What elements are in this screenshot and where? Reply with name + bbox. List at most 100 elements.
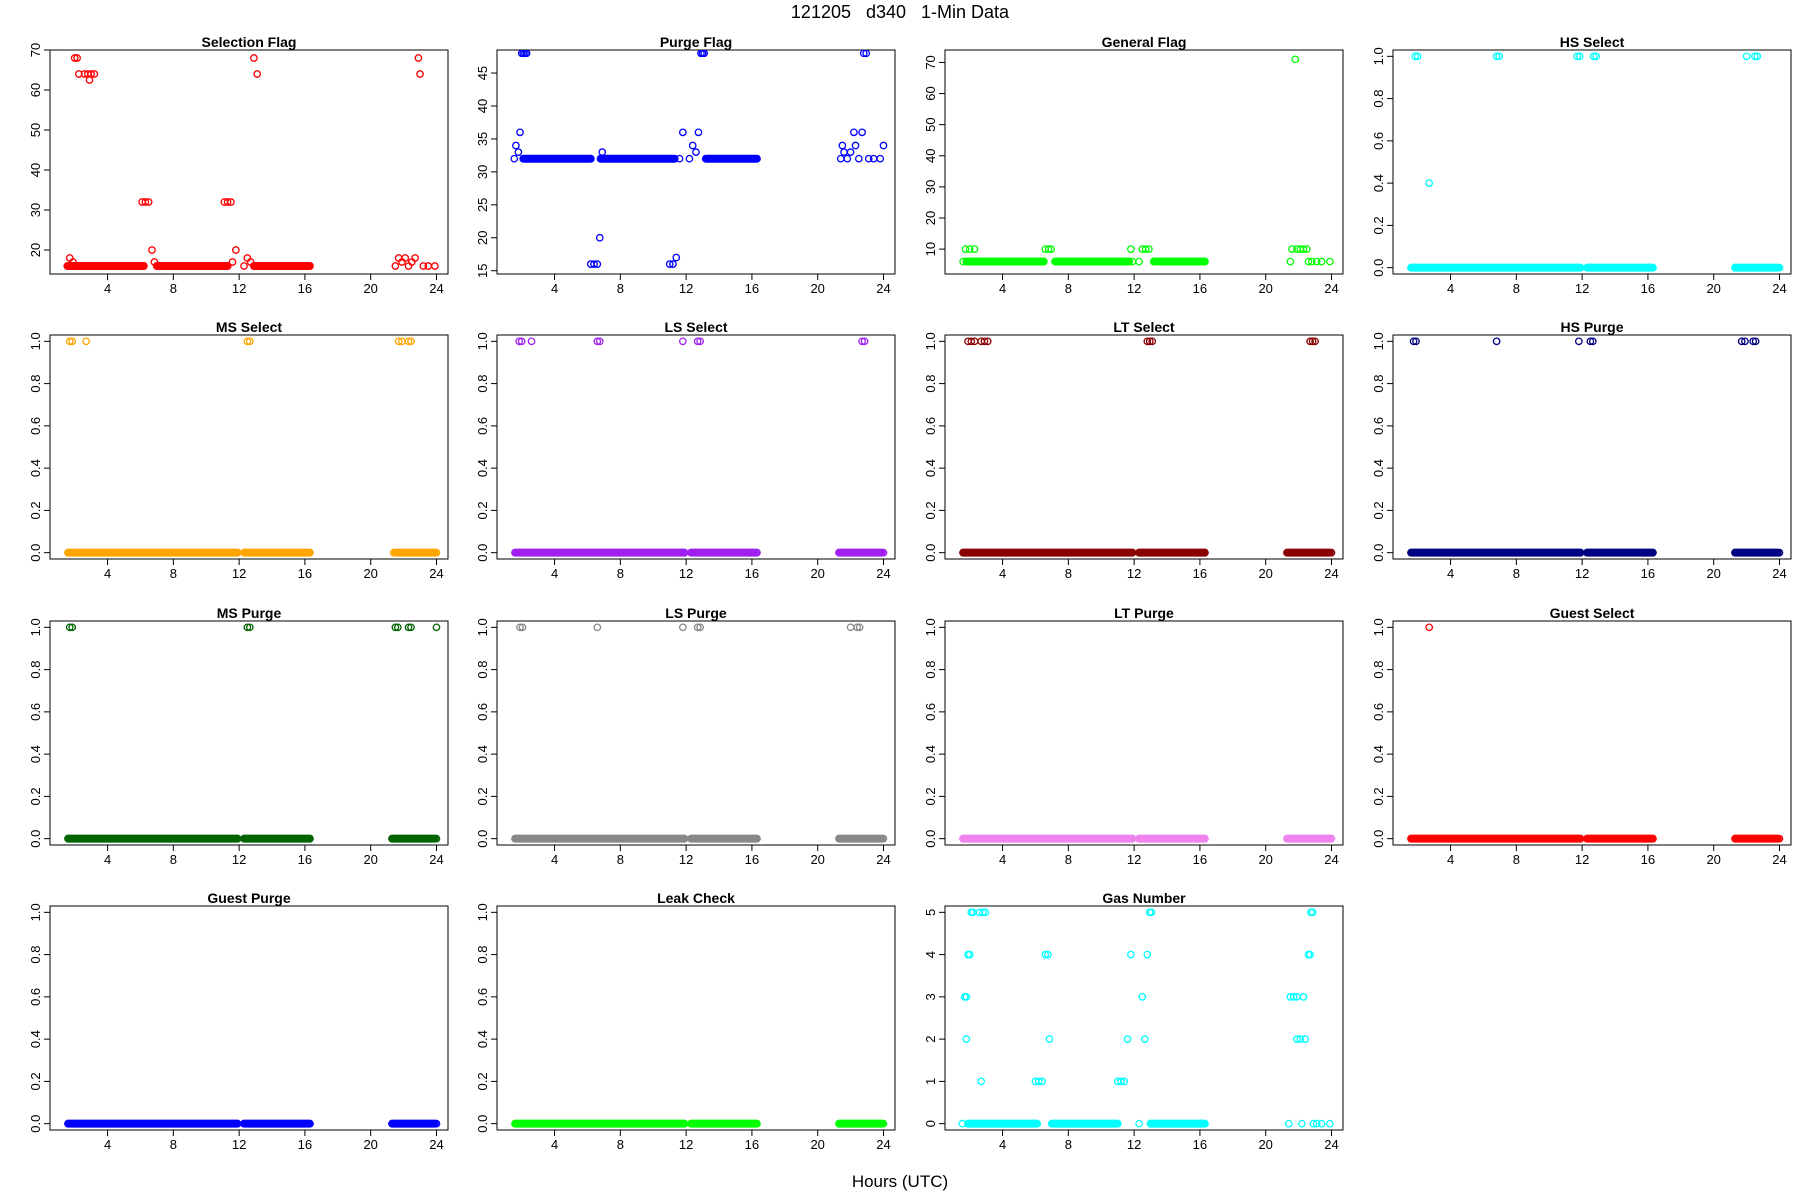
- x-tick-label: 12: [1127, 1137, 1141, 1152]
- data-point: [1045, 1035, 1054, 1043]
- data-point: [1492, 337, 1501, 346]
- data-point: [432, 623, 441, 632]
- series-lt-select: [959, 337, 1336, 557]
- data-point: [1306, 337, 1314, 346]
- x-tick-label: 20: [1258, 566, 1272, 581]
- panel-title: LS Purge: [665, 605, 727, 621]
- y-tick-label: 30: [28, 203, 43, 217]
- series-selection-flag: [63, 54, 439, 270]
- data-point: [223, 198, 232, 206]
- data-point: [68, 623, 77, 632]
- data-point: [243, 623, 252, 632]
- x-tick-label: 24: [429, 852, 443, 867]
- data-point: [65, 623, 74, 632]
- x-tick-label: 8: [170, 1137, 177, 1152]
- y-tick-label: 0.4: [1371, 459, 1386, 477]
- plot-frame: [49, 905, 449, 1131]
- x-tick-label: 24: [1772, 566, 1786, 581]
- y-tick-label: 1.0: [28, 332, 43, 350]
- data-point: [69, 258, 77, 266]
- y-tick-label: 20: [923, 211, 938, 225]
- data-point: [391, 262, 400, 270]
- data-point: [419, 262, 428, 270]
- data-point: [970, 245, 979, 253]
- x-tick-label: 20: [363, 281, 377, 296]
- y-tick-label: 0.4: [28, 459, 43, 477]
- data-point: [1304, 257, 1313, 266]
- panel-general-flag: General Flag 4 8 12 16 20 24 10 20 30 40 50 60 70: [923, 34, 1344, 296]
- x-tick-label: 24: [429, 566, 443, 581]
- series-ms-purge: [64, 623, 441, 843]
- y-tick-label: 0.8: [28, 946, 43, 964]
- y-tick-label: 0.8: [923, 375, 938, 393]
- data-point: [959, 257, 967, 266]
- panel-selection-flag: Selection Flag 4 8 12 16 20 24 20 30 40 50 60 70: [28, 34, 449, 296]
- series-general-flag: [959, 55, 1334, 266]
- plot-frame: [944, 620, 1344, 846]
- panel-title: Guest Select: [1550, 605, 1635, 621]
- x-tick-label: 12: [232, 1137, 246, 1152]
- y-tick-label: 70: [923, 55, 938, 69]
- y-tick-label: 0.0: [1371, 544, 1386, 562]
- y-tick-label: 0.2: [923, 787, 938, 805]
- panel-ls-purge: LS Purge 4 8 12 16 20 24 0.0 0.2 0.4 0.6 0.8 1.0: [475, 605, 896, 867]
- data-point: [846, 623, 855, 632]
- data-point: [1327, 834, 1336, 843]
- data-point: [522, 50, 531, 58]
- data-point: [245, 337, 254, 346]
- x-tick-label: 24: [1324, 1137, 1338, 1152]
- x-tick-label: 20: [810, 852, 824, 867]
- data-point: [515, 337, 524, 346]
- x-tick-label: 8: [170, 281, 177, 296]
- data-point: [1592, 52, 1600, 61]
- data-point: [1298, 1119, 1306, 1128]
- data-point: [962, 993, 971, 1001]
- data-point: [593, 337, 602, 346]
- data-point: [1409, 337, 1418, 346]
- x-tick-label: 4: [999, 1137, 1006, 1152]
- plot-frame: [49, 334, 449, 560]
- data-point: [696, 623, 704, 632]
- data-point: [68, 337, 77, 346]
- data-point: [862, 50, 871, 58]
- data-point: [1284, 1119, 1293, 1128]
- y-tick-label: 1.0: [475, 903, 490, 921]
- x-tick-label: 12: [1127, 852, 1141, 867]
- x-tick-label: 20: [810, 566, 824, 581]
- data-point: [1309, 1119, 1318, 1128]
- y-tick-label: 0.4: [28, 745, 43, 763]
- y-tick-label: 50: [923, 117, 938, 131]
- data-point: [879, 1119, 888, 1128]
- data-point: [1307, 257, 1316, 266]
- data-point: [1311, 337, 1319, 346]
- x-tick-label: 4: [551, 852, 558, 867]
- y-tick-label: 1.0: [923, 618, 938, 636]
- x-tick-label: 8: [1065, 566, 1072, 581]
- series-hs-purge: [1407, 337, 1784, 557]
- data-point: [855, 623, 864, 632]
- panel-title: General Flag: [1102, 34, 1187, 50]
- y-tick-label: 40: [28, 163, 43, 177]
- x-tick-label: 12: [1127, 281, 1141, 296]
- data-point: [404, 337, 413, 346]
- data-point: [82, 337, 91, 346]
- plot-frame: [496, 905, 896, 1131]
- data-point: [1143, 950, 1152, 959]
- x-tick-label: 24: [1772, 852, 1786, 867]
- data-point: [1145, 245, 1153, 253]
- data-point: [1741, 337, 1749, 346]
- data-point: [1299, 245, 1308, 253]
- data-point: [1120, 1077, 1129, 1086]
- data-point: [144, 198, 153, 206]
- data-point: [407, 623, 415, 632]
- data-point: [246, 258, 255, 266]
- x-tick-label: 16: [1193, 281, 1207, 296]
- data-point: [1412, 337, 1420, 346]
- data-point: [669, 260, 677, 268]
- data-point: [1575, 52, 1584, 61]
- data-point: [90, 70, 99, 78]
- plot-frame: [1392, 620, 1792, 846]
- y-tick-label: 0.0: [475, 1115, 490, 1133]
- y-tick-label: 1.0: [1371, 47, 1386, 65]
- y-tick-label: 40: [923, 149, 938, 163]
